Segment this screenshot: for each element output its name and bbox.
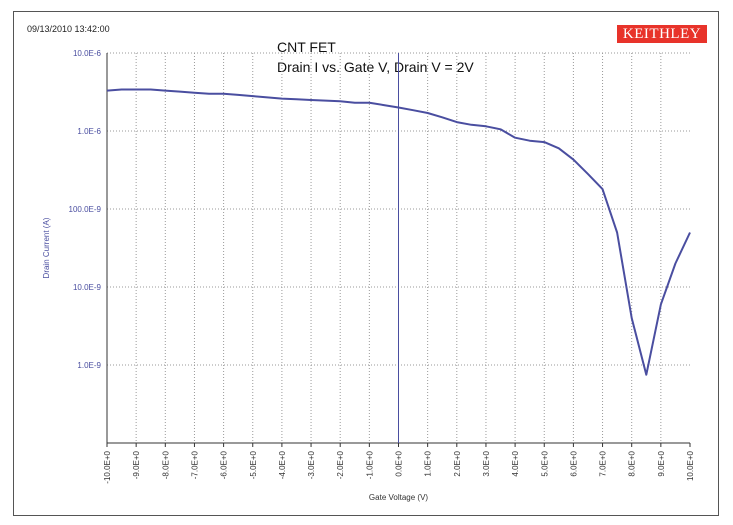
x-tick-label: 4.0E+0 [511, 450, 520, 476]
x-tick-label: -10.0E+0 [103, 450, 112, 483]
chart-title-line1: CNT FET [277, 39, 336, 55]
x-tick-label: 8.0E+0 [628, 450, 637, 476]
x-tick-label: 6.0E+0 [569, 450, 578, 476]
drain-current-series-line [106, 88, 691, 376]
x-tick-label: 9.0E+0 [657, 450, 666, 476]
timestamp: 09/13/2010 13:42:00 [27, 24, 110, 34]
y-tick-label: 1.0E-6 [77, 127, 101, 136]
chart-frame [13, 11, 719, 516]
x-tick-label: -9.0E+0 [132, 450, 141, 479]
y-tick-label: 1.0E-9 [77, 361, 101, 370]
x-tick-label: -1.0E+0 [365, 450, 374, 479]
x-tick-label: -8.0E+0 [161, 450, 170, 479]
chart-title-line2: Drain I vs. Gate V, Drain V = 2V [277, 59, 474, 75]
x-tick-label: -5.0E+0 [249, 450, 258, 479]
keithley-logo: KEITHLEY [617, 25, 707, 43]
x-tick-label: 0.0E+0 [395, 450, 404, 476]
x-tick-label: 1.0E+0 [424, 450, 433, 476]
x-tick-label: -6.0E+0 [220, 450, 229, 479]
x-tick-label: -2.0E+0 [336, 450, 345, 479]
y-tick-label: 10.0E-9 [73, 283, 102, 292]
x-tick-label: -7.0E+0 [190, 450, 199, 479]
x-tick-label: -4.0E+0 [278, 450, 287, 479]
y-tick-label: 10.0E-6 [73, 49, 102, 58]
x-tick-label: 3.0E+0 [482, 450, 491, 476]
x-axis-title: Gate Voltage (V) [369, 493, 428, 502]
x-tick-label: -3.0E+0 [307, 450, 316, 479]
x-tick-label: 10.0E+0 [686, 450, 695, 481]
x-tick-label: 2.0E+0 [453, 450, 462, 476]
y-axis-title: Drain Current (A) [42, 217, 51, 278]
x-tick-label: 5.0E+0 [540, 450, 549, 476]
x-tick-label: 7.0E+0 [599, 450, 608, 476]
y-tick-label: 100.0E-9 [69, 205, 102, 214]
chart-title: CNT FET Drain I vs. Gate V, Drain V = 2V [277, 37, 474, 77]
